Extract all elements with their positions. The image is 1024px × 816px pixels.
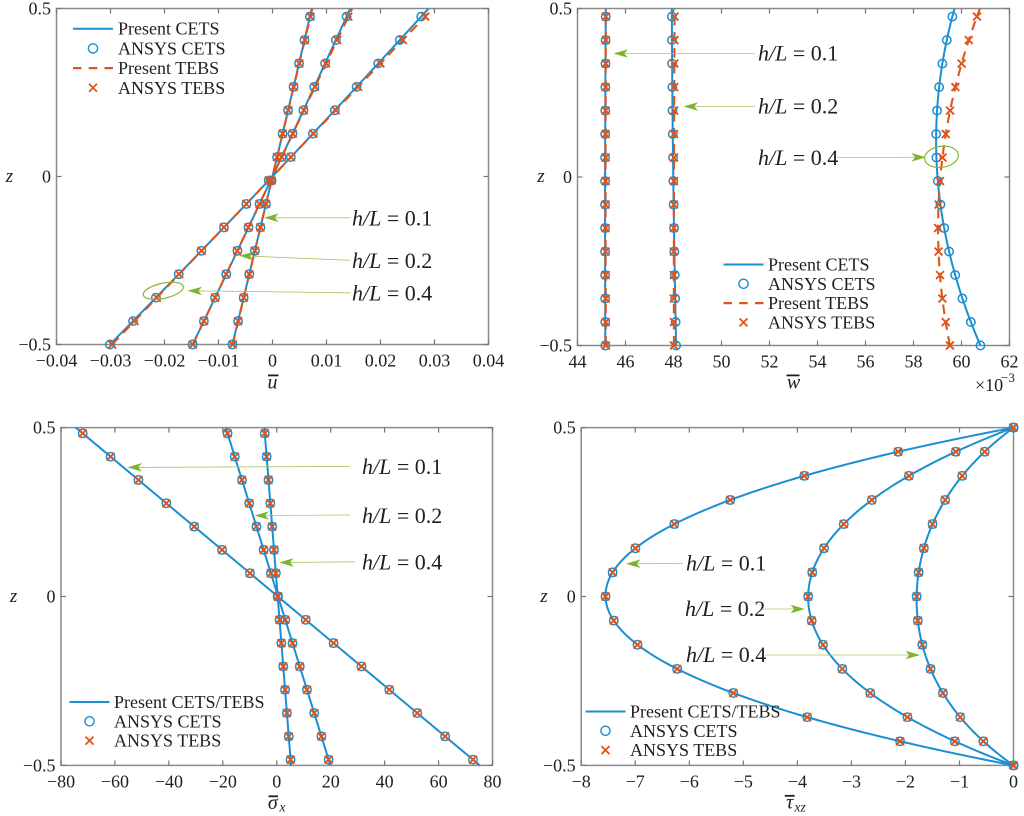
svg-text:Present CETS/TEBS: Present CETS/TEBS <box>114 692 265 712</box>
svg-text:x: x <box>279 800 286 815</box>
svg-text:Present CETS: Present CETS <box>118 19 220 39</box>
svg-text:−0.5: −0.5 <box>18 335 51 355</box>
svg-text:−0.04: −0.04 <box>36 351 78 371</box>
svg-text:−80: −80 <box>47 771 75 791</box>
svg-text:h/L = 0.4: h/L = 0.4 <box>758 145 838 170</box>
svg-text:60: 60 <box>430 771 448 791</box>
svg-text:−0.01: −0.01 <box>198 351 240 371</box>
svg-text:z: z <box>9 586 18 607</box>
svg-text:h/L = 0.1: h/L = 0.1 <box>758 41 838 66</box>
svg-text:−0.5: −0.5 <box>543 755 576 775</box>
svg-text:40: 40 <box>376 771 394 791</box>
svg-text:Present TEBS: Present TEBS <box>118 58 219 78</box>
svg-text:−3: −3 <box>1001 370 1015 385</box>
svg-text:xz: xz <box>794 800 807 815</box>
svg-text:0: 0 <box>268 351 277 371</box>
svg-text:−6: −6 <box>680 771 699 791</box>
svg-text:−7: −7 <box>626 771 645 791</box>
svg-text:z: z <box>539 586 548 607</box>
svg-text:h/L = 0.1: h/L = 0.1 <box>686 551 766 576</box>
svg-text:0: 0 <box>47 587 56 607</box>
svg-text:Present TEBS: Present TEBS <box>768 293 869 313</box>
svg-text:20: 20 <box>322 771 340 791</box>
svg-text:−2: −2 <box>896 771 915 791</box>
svg-text:0: 0 <box>272 771 281 791</box>
svg-text:ANSYS CETS: ANSYS CETS <box>630 721 738 741</box>
svg-text:h/L = 0.4: h/L = 0.4 <box>362 549 442 574</box>
svg-text:0.01: 0.01 <box>311 351 343 371</box>
svg-text:ANSYS CETS: ANSYS CETS <box>118 38 226 58</box>
svg-text:−5: −5 <box>734 771 753 791</box>
svg-text:0.5: 0.5 <box>33 418 56 438</box>
svg-text:u: u <box>268 372 278 394</box>
svg-text:h/L = 0.2: h/L = 0.2 <box>758 94 838 119</box>
svg-text:0.03: 0.03 <box>419 351 451 371</box>
svg-text:54: 54 <box>809 352 827 372</box>
svg-text:50: 50 <box>713 352 731 372</box>
svg-text:0: 0 <box>563 167 572 187</box>
svg-text:z: z <box>5 166 14 187</box>
svg-text:h/L = 0.2: h/L = 0.2 <box>685 596 765 621</box>
svg-text:56: 56 <box>857 352 875 372</box>
svg-text:52: 52 <box>761 352 779 372</box>
svg-text:48: 48 <box>665 352 683 372</box>
svg-text:0: 0 <box>42 167 51 187</box>
svg-text:ANSYS CETS: ANSYS CETS <box>114 711 222 731</box>
svg-text:ANSYS TEBS: ANSYS TEBS <box>768 312 875 332</box>
svg-text:h/L = 0.4: h/L = 0.4 <box>352 280 432 305</box>
svg-text:h/L = 0.1: h/L = 0.1 <box>362 454 442 479</box>
svg-text:0.5: 0.5 <box>550 0 573 19</box>
svg-text:Present CETS: Present CETS <box>768 255 870 275</box>
svg-text:h/L = 0.2: h/L = 0.2 <box>352 248 432 273</box>
svg-text:ANSYS CETS: ANSYS CETS <box>768 274 876 294</box>
svg-text:0.5: 0.5 <box>29 0 52 19</box>
svg-text:0.04: 0.04 <box>473 351 505 371</box>
svg-text:h/L = 0.4: h/L = 0.4 <box>686 642 766 667</box>
svg-text:ANSYS TEBS: ANSYS TEBS <box>118 78 225 98</box>
svg-text:−60: −60 <box>101 771 129 791</box>
svg-text:Present CETS/TEBS: Present CETS/TEBS <box>630 702 781 722</box>
svg-text:σ: σ <box>268 792 279 814</box>
svg-text:−0.5: −0.5 <box>23 755 56 775</box>
svg-text:ANSYS TEBS: ANSYS TEBS <box>630 740 737 760</box>
svg-text:−8: −8 <box>572 771 591 791</box>
svg-text:−1: −1 <box>950 771 969 791</box>
svg-text:h/L = 0.2: h/L = 0.2 <box>362 503 442 528</box>
svg-text:h/L = 0.1: h/L = 0.1 <box>352 205 432 230</box>
svg-text:τ: τ <box>786 792 794 814</box>
svg-text:−3: −3 <box>842 771 861 791</box>
svg-text:80: 80 <box>484 771 502 791</box>
svg-text:44: 44 <box>569 352 587 372</box>
svg-text:−20: −20 <box>209 771 237 791</box>
svg-text:−40: −40 <box>155 771 183 791</box>
svg-text:−0.02: −0.02 <box>144 351 186 371</box>
svg-text:−4: −4 <box>788 771 807 791</box>
svg-text:0: 0 <box>1009 771 1018 791</box>
svg-text:−0.03: −0.03 <box>90 351 132 371</box>
svg-text:60: 60 <box>953 352 971 372</box>
svg-text:z: z <box>536 166 545 187</box>
svg-text:−0.5: −0.5 <box>539 336 572 356</box>
svg-text:46: 46 <box>617 352 635 372</box>
svg-text:ANSYS TEBS: ANSYS TEBS <box>114 731 221 751</box>
svg-text:0: 0 <box>567 587 576 607</box>
svg-text:62: 62 <box>1001 352 1019 372</box>
svg-text:×10: ×10 <box>975 375 1003 395</box>
svg-text:w: w <box>787 372 801 394</box>
svg-text:58: 58 <box>905 352 923 372</box>
svg-text:0.02: 0.02 <box>365 351 397 371</box>
svg-text:0.5: 0.5 <box>553 418 576 438</box>
